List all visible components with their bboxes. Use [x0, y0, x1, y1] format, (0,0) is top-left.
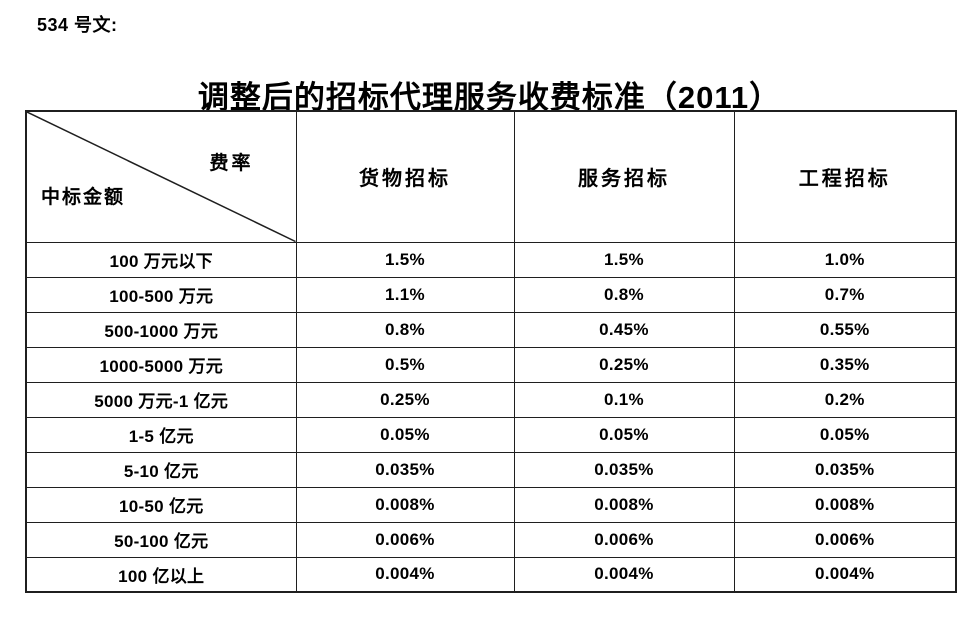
- table-row: 50-100 亿元 0.006% 0.006% 0.006%: [25, 521, 957, 558]
- table-row: 100 万元以下 1.5% 1.5% 1.0%: [25, 241, 957, 278]
- service-rate-cell: 0.05%: [513, 416, 735, 453]
- engineering-rate-cell: 0.35%: [733, 346, 957, 383]
- goods-rate-cell: 0.008%: [295, 486, 515, 523]
- doc-number: 534 号文:: [37, 15, 118, 35]
- engineering-rate-cell: 0.2%: [733, 381, 957, 418]
- amount-cell: 1000-5000 万元: [25, 346, 297, 383]
- table-row: 100-500 万元 1.1% 0.8% 0.7%: [25, 276, 957, 313]
- amount-cell: 100-500 万元: [25, 276, 297, 313]
- engineering-rate-cell: 0.004%: [733, 556, 957, 593]
- column-header-engineering: 工程招标: [733, 110, 957, 243]
- goods-rate-cell: 1.1%: [295, 276, 515, 313]
- goods-rate-cell: 0.25%: [295, 381, 515, 418]
- service-rate-cell: 0.8%: [513, 276, 735, 313]
- engineering-rate-cell: 0.008%: [733, 486, 957, 523]
- amount-cell: 5000 万元-1 亿元: [25, 381, 297, 418]
- service-rate-cell: 0.004%: [513, 556, 735, 593]
- table-row: 500-1000 万元 0.8% 0.45% 0.55%: [25, 311, 957, 348]
- table-row: 1000-5000 万元 0.5% 0.25% 0.35%: [25, 346, 957, 383]
- table-row: 5-10 亿元 0.035% 0.035% 0.035%: [25, 451, 957, 488]
- service-rate-cell: 0.25%: [513, 346, 735, 383]
- service-rate-cell: 0.006%: [513, 521, 735, 558]
- diagonal-line: [27, 112, 296, 242]
- header-row: 费率 中标金额 货物招标 服务招标 工程招标: [25, 110, 957, 243]
- engineering-rate-cell: 0.035%: [733, 451, 957, 488]
- amount-cell: 50-100 亿元: [25, 521, 297, 558]
- column-header-goods: 货物招标: [295, 110, 515, 243]
- engineering-rate-cell: 0.55%: [733, 311, 957, 348]
- fee-table: 费率 中标金额 货物招标 服务招标 工程招标 100 万元以下 1.5% 1.5…: [25, 110, 957, 593]
- service-rate-cell: 0.035%: [513, 451, 735, 488]
- amount-cell: 1-5 亿元: [25, 416, 297, 453]
- amount-cell: 500-1000 万元: [25, 311, 297, 348]
- goods-rate-cell: 0.8%: [295, 311, 515, 348]
- column-header-service: 服务招标: [513, 110, 735, 243]
- goods-rate-cell: 0.05%: [295, 416, 515, 453]
- table-row: 100 亿以上 0.004% 0.004% 0.004%: [25, 556, 957, 593]
- service-rate-cell: 1.5%: [513, 241, 735, 278]
- amount-cell: 5-10 亿元: [25, 451, 297, 488]
- goods-rate-cell: 0.5%: [295, 346, 515, 383]
- amount-cell: 10-50 亿元: [25, 486, 297, 523]
- table-row: 10-50 亿元 0.008% 0.008% 0.008%: [25, 486, 957, 523]
- goods-rate-cell: 0.004%: [295, 556, 515, 593]
- table-row: 1-5 亿元 0.05% 0.05% 0.05%: [25, 416, 957, 453]
- engineering-rate-cell: 1.0%: [733, 241, 957, 278]
- engineering-rate-cell: 0.05%: [733, 416, 957, 453]
- goods-rate-cell: 1.5%: [295, 241, 515, 278]
- service-rate-cell: 0.45%: [513, 311, 735, 348]
- goods-rate-cell: 0.006%: [295, 521, 515, 558]
- engineering-rate-cell: 0.006%: [733, 521, 957, 558]
- service-rate-cell: 0.1%: [513, 381, 735, 418]
- page-title: 调整后的招标代理服务收费标准（2011）: [197, 79, 782, 115]
- corner-header-cell: 费率 中标金额: [25, 110, 297, 243]
- engineering-rate-cell: 0.7%: [733, 276, 957, 313]
- amount-cell: 100 亿以上: [25, 556, 297, 593]
- corner-label-rate: 费率: [209, 153, 254, 174]
- service-rate-cell: 0.008%: [513, 486, 735, 523]
- corner-label-amount: 中标金额: [41, 187, 126, 208]
- table-row: 5000 万元-1 亿元 0.25% 0.1% 0.2%: [25, 381, 957, 418]
- goods-rate-cell: 0.035%: [295, 451, 515, 488]
- amount-cell: 100 万元以下: [25, 241, 297, 278]
